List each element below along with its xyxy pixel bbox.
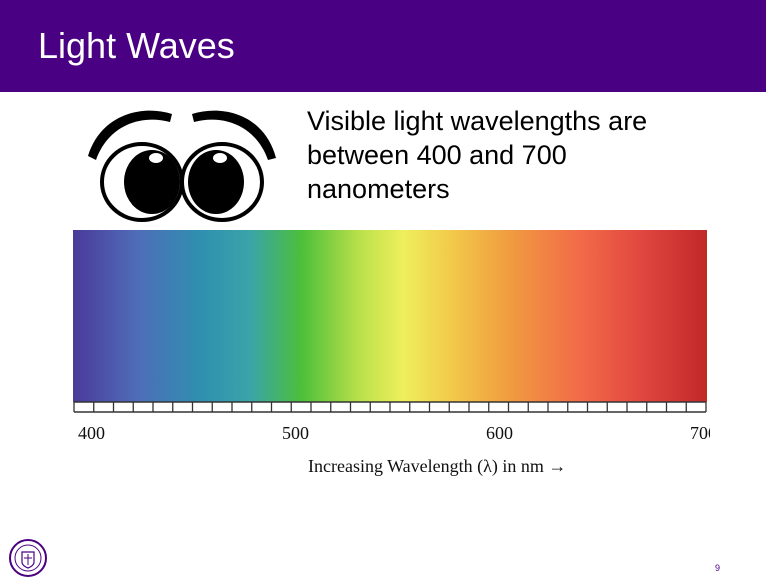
slide-number: 9 [715, 563, 721, 573]
body-line: Visible light wavelengths are [307, 106, 648, 136]
slide-title: Light Waves [38, 25, 235, 66]
tick-label: 700 [690, 423, 710, 443]
cartoon-eyes-icon [88, 110, 276, 222]
spectrum-band [73, 230, 707, 402]
tick-label: 500 [282, 423, 309, 443]
wavelength-ruler [73, 401, 707, 413]
tick-label: 600 [486, 423, 513, 443]
title-bar: Light Waves [0, 0, 766, 92]
tick-label: 400 [78, 423, 105, 443]
university-seal-icon [9, 539, 47, 577]
spectrum-image: 400 500 600 700 Increasing Wavelength (λ) i… [73, 230, 710, 477]
axis-label: Increasing Wavelength (λ) in nm → [308, 456, 566, 477]
tick-labels: 400 500 600 700 [78, 423, 710, 443]
body-line: between 400 and 700 [307, 140, 567, 170]
body-text: Visible light wavelengths are between 40… [307, 104, 747, 206]
body-line: nanometers [307, 174, 450, 204]
